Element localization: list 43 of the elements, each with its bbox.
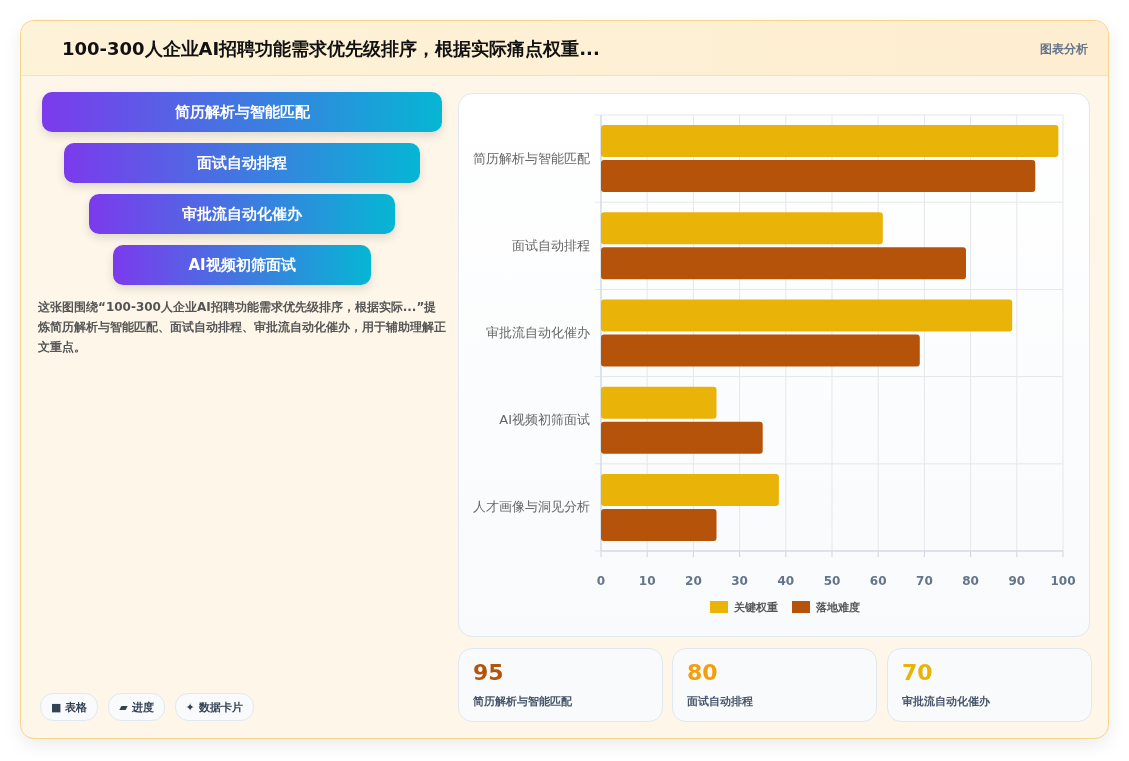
text: ▰ 进度 (108, 693, 165, 721)
bar (601, 421, 763, 454)
bar (601, 508, 717, 541)
y-tick-label: AI视频初筛面试 (499, 412, 590, 428)
bar (601, 160, 1036, 193)
category-label: 审批流自动化催办 (902, 694, 990, 709)
x-tick-label: 60 (869, 574, 887, 588)
x-tick-label: 0 (596, 574, 606, 588)
x-tick-label: 40 (777, 574, 795, 588)
y-tick-label: 简历解析与智能匹配 (473, 150, 590, 166)
text: 图表分析 (1040, 41, 1088, 58)
text: ■ 表格 (40, 693, 99, 721)
y-tick-label: 面试自动排程 (512, 237, 590, 253)
category-label: 审批流自动化催办 (89, 194, 395, 234)
legend-label: 落地难度 (815, 601, 860, 614)
x-tick-label: 100 (1050, 574, 1076, 588)
legend-label: 关键权重 (733, 601, 778, 614)
x-tick-label: 70 (916, 574, 933, 588)
x-tick-label: 80 (962, 574, 979, 588)
y-tick-label: 审批流自动化催办 (486, 325, 590, 340)
category-label: 面试自动排程 (687, 694, 753, 709)
bar (601, 212, 883, 245)
bar (601, 386, 717, 419)
text: ✦ 数据卡片 (174, 693, 254, 721)
bar (601, 299, 1013, 332)
bar (601, 247, 966, 280)
category-label: 面试自动排程 (64, 143, 420, 183)
category-label: AI视频初筛面试 (113, 245, 371, 285)
x-tick-label: 90 (1008, 574, 1026, 588)
x-tick-label: 20 (685, 574, 702, 588)
data-label: 70 (902, 660, 933, 685)
x-tick-label: 10 (638, 574, 656, 588)
x-tick-label: 30 (731, 574, 748, 588)
bar (601, 334, 920, 367)
x-tick-label: 50 (823, 574, 841, 588)
y-tick-label: 人才画像与洞见分析 (473, 499, 590, 515)
text: 100-300人企业AI招聘功能需求优先级排序，根据实际痛点权重... (62, 37, 600, 61)
bar (601, 473, 779, 506)
category-label: 简历解析与智能匹配 (42, 92, 442, 132)
data-label: 95 (473, 660, 504, 685)
bar (601, 125, 1059, 158)
data-label: 80 (687, 660, 718, 685)
text: 这张图围绕“100-300人企业AI招聘功能需求优先级排序，根据实际...”提炼简历解析与智能匹配、面试自动排程、审批流自动化催办，用于辅助理解正文重点。 (38, 299, 447, 356)
